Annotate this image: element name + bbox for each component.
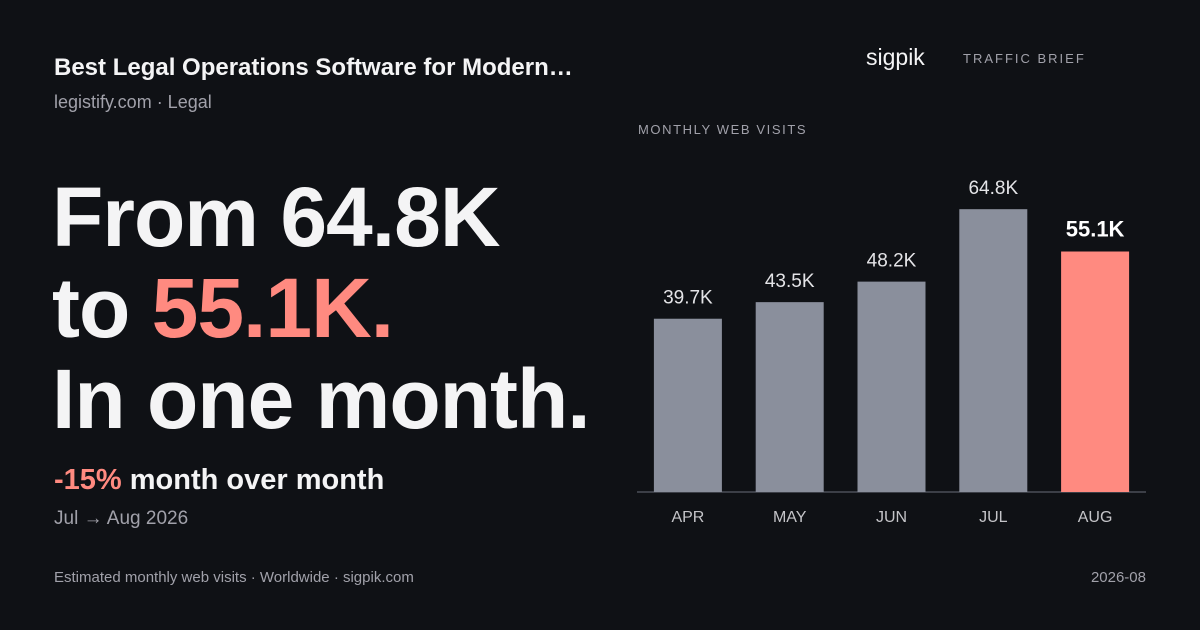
data-label-apr: 39.7K <box>663 288 713 309</box>
data-label-may: 43.5K <box>765 271 815 292</box>
bar-apr <box>653 318 722 492</box>
chart-title: MONTHLY WEB VISITS <box>638 122 808 137</box>
headline-line-3: In one month. <box>52 352 591 446</box>
bar-jul <box>959 209 1028 492</box>
data-label-jun: 48.2K <box>867 251 917 272</box>
headline: From 64.8K to 55.1K. In one month. <box>52 170 591 446</box>
change-label: month over month <box>121 464 385 496</box>
change-value: -15% <box>54 464 122 496</box>
footer-date: 2026-08 <box>1090 569 1146 586</box>
tick-label-jul: JUL <box>979 509 1008 526</box>
bar-may <box>755 302 824 492</box>
change-summary: -15% month over month <box>54 464 384 497</box>
page-title: Best Legal Operations Software for Moder… <box>54 54 573 81</box>
headline-line-1: From 64.8K <box>52 170 500 264</box>
data-label-aug: 55.1K <box>1066 217 1125 242</box>
headline-line-2-value: 55.1K. <box>151 261 394 355</box>
bar-aug <box>1061 251 1130 492</box>
headline-line-2-prefix: to <box>52 261 152 355</box>
tick-label-jun: JUN <box>876 509 907 526</box>
bar-jun <box>857 281 926 492</box>
brand-tag: TRAFFIC BRIEF <box>963 51 1086 66</box>
page-subtitle: legistify.com · Legal <box>54 92 212 112</box>
tick-label-apr: APR <box>671 509 704 526</box>
tick-label-may: MAY <box>773 509 807 526</box>
brand-logo: sigpik <box>866 44 925 70</box>
tick-label-aug: AUG <box>1078 509 1113 526</box>
change-period: Jul → Aug 2026 <box>54 508 189 529</box>
footer-note: Estimated monthly web visits · Worldwide… <box>54 569 414 586</box>
data-label-jul: 64.8K <box>968 178 1018 199</box>
